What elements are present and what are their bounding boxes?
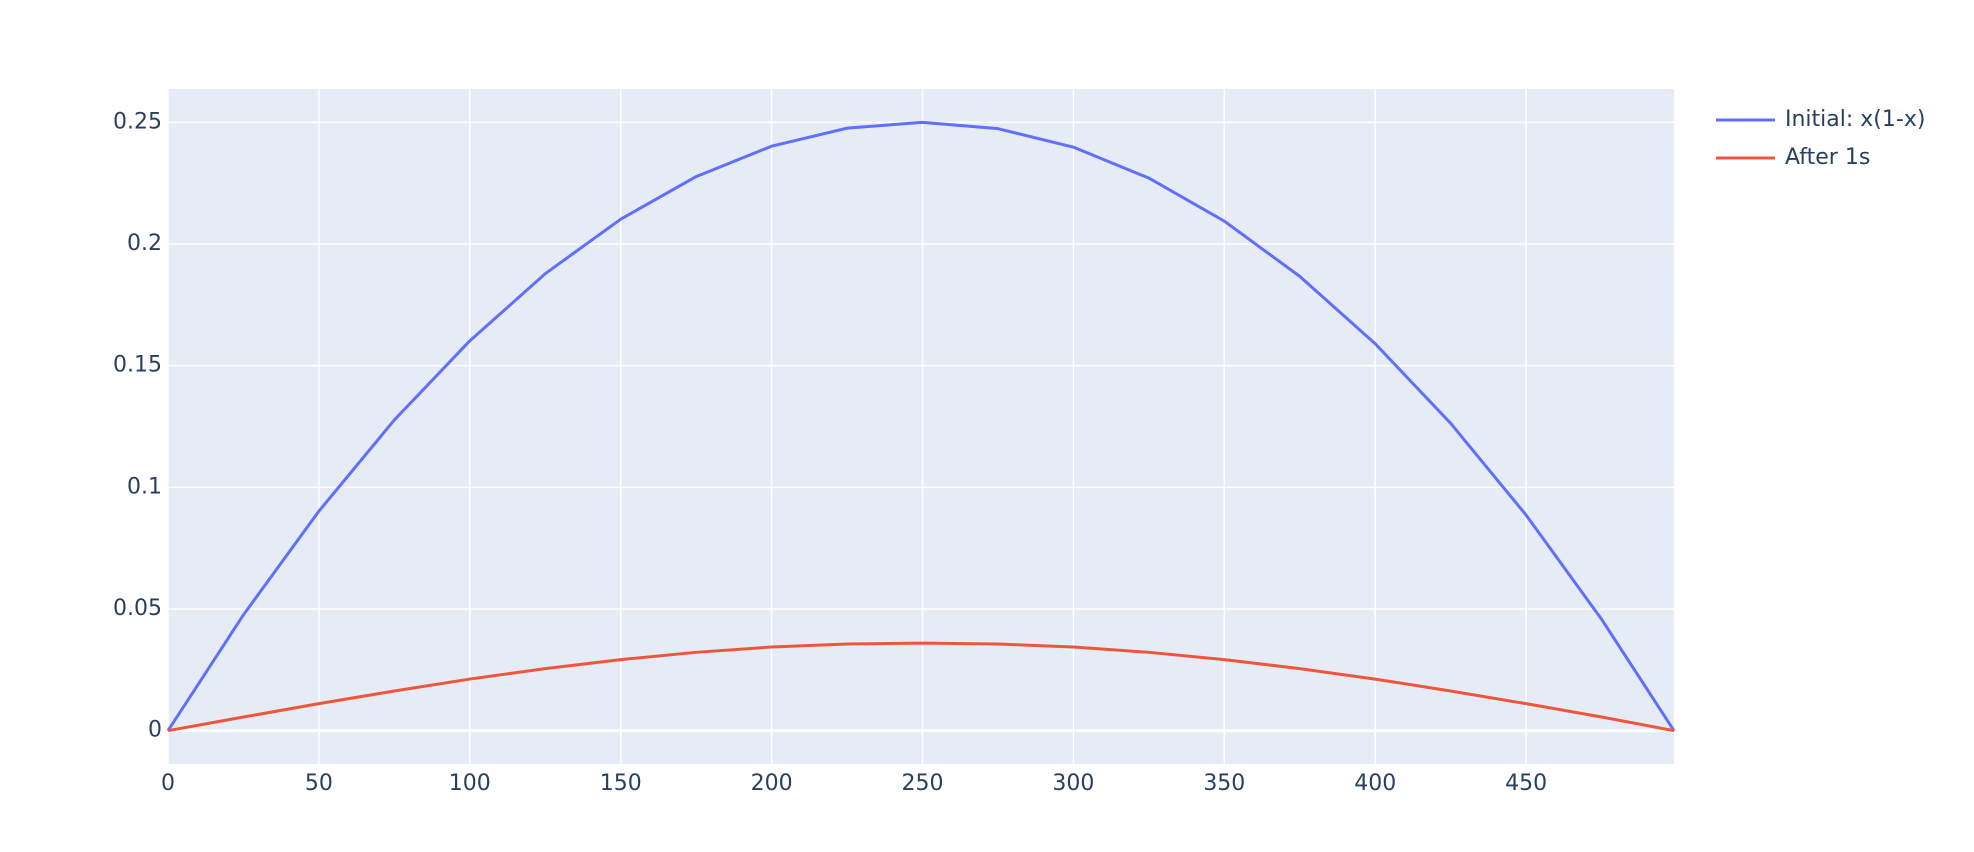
y-tick-label: 0.1 [127, 474, 162, 499]
legend-label[interactable]: Initial: x(1-x) [1785, 107, 1925, 132]
y-tick-label: 0.2 [127, 231, 162, 256]
x-tick-label: 150 [600, 771, 642, 796]
y-tick-label: 0.25 [113, 109, 162, 134]
x-tick-label: 250 [902, 771, 944, 796]
y-tick-label: 0.05 [113, 596, 162, 621]
x-tick-label: 450 [1505, 771, 1547, 796]
x-tick-label: 0 [161, 771, 175, 796]
x-tick-label: 400 [1354, 771, 1396, 796]
x-tick-label: 100 [449, 771, 491, 796]
plot-area [168, 89, 1674, 764]
series-line [166, 120, 1676, 732]
series-line [167, 641, 1675, 733]
x-tick-label: 50 [305, 771, 333, 796]
legend-label[interactable]: After 1s [1785, 145, 1870, 170]
x-tick-label: 350 [1203, 771, 1245, 796]
x-tick-label: 300 [1052, 771, 1094, 796]
x-tick-label: 200 [751, 771, 793, 796]
y-tick-label: 0 [148, 718, 162, 743]
y-tick-label: 0.15 [113, 353, 162, 378]
